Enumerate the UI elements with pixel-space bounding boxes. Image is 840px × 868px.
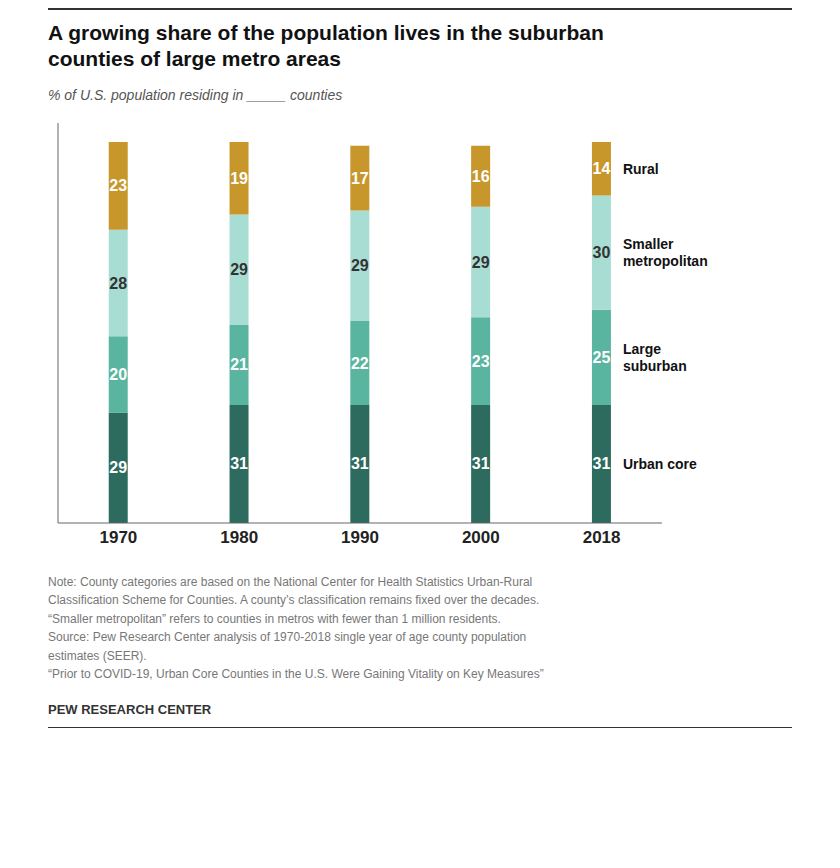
svg-text:30: 30 xyxy=(593,244,611,261)
svg-text:1990: 1990 xyxy=(341,528,379,547)
svg-text:29: 29 xyxy=(109,459,127,476)
svg-text:29: 29 xyxy=(351,257,369,274)
svg-text:1970: 1970 xyxy=(99,528,137,547)
html-text:PEW RESEARCH CENTER: PEW RESEARCH CENTER xyxy=(48,702,212,718)
svg-text:1980: 1980 xyxy=(220,528,258,547)
svg-text:28: 28 xyxy=(109,274,127,291)
svg-text:Largesuburban: Largesuburban xyxy=(623,340,687,373)
svg-text:23: 23 xyxy=(109,177,127,194)
svg-text:Urban core: Urban core xyxy=(623,455,697,471)
svg-text:19: 19 xyxy=(230,169,248,186)
svg-text:2018: 2018 xyxy=(583,528,621,547)
svg-text:31: 31 xyxy=(351,455,369,472)
svg-text:31: 31 xyxy=(472,455,490,472)
svg-text:29: 29 xyxy=(472,253,490,270)
svg-text:25: 25 xyxy=(593,348,611,365)
html-text:A growing share of the populat: A growing share of the population lives … xyxy=(48,21,604,44)
html-text:counties of large metro areas: counties of large metro areas xyxy=(48,47,341,71)
svg-text:29: 29 xyxy=(230,261,248,278)
html-text:Note: County categories are ba: Note: County categories are based on the… xyxy=(48,574,544,682)
svg-text:22: 22 xyxy=(351,354,369,371)
svg-text:14: 14 xyxy=(593,160,611,177)
svg-text:Rural: Rural xyxy=(623,160,659,176)
svg-text:31: 31 xyxy=(593,455,611,472)
svg-text:Smallermetropolitan: Smallermetropolitan xyxy=(623,236,708,269)
svg-text:17: 17 xyxy=(351,169,369,186)
svg-text:23: 23 xyxy=(472,352,490,369)
svg-text:31: 31 xyxy=(230,455,248,472)
svg-text:16: 16 xyxy=(472,167,490,184)
svg-text:21: 21 xyxy=(230,356,248,373)
html-text:% of U.S. population residing: % of U.S. population residing in _____ c… xyxy=(48,86,343,103)
svg-text:20: 20 xyxy=(109,365,127,382)
svg-text:2000: 2000 xyxy=(462,528,500,547)
